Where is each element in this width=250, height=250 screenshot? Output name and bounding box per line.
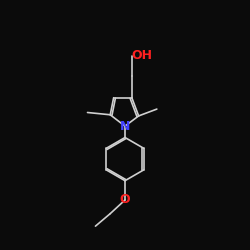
Text: O: O: [120, 194, 130, 206]
Text: OH: OH: [132, 49, 153, 62]
Text: N: N: [120, 120, 130, 133]
